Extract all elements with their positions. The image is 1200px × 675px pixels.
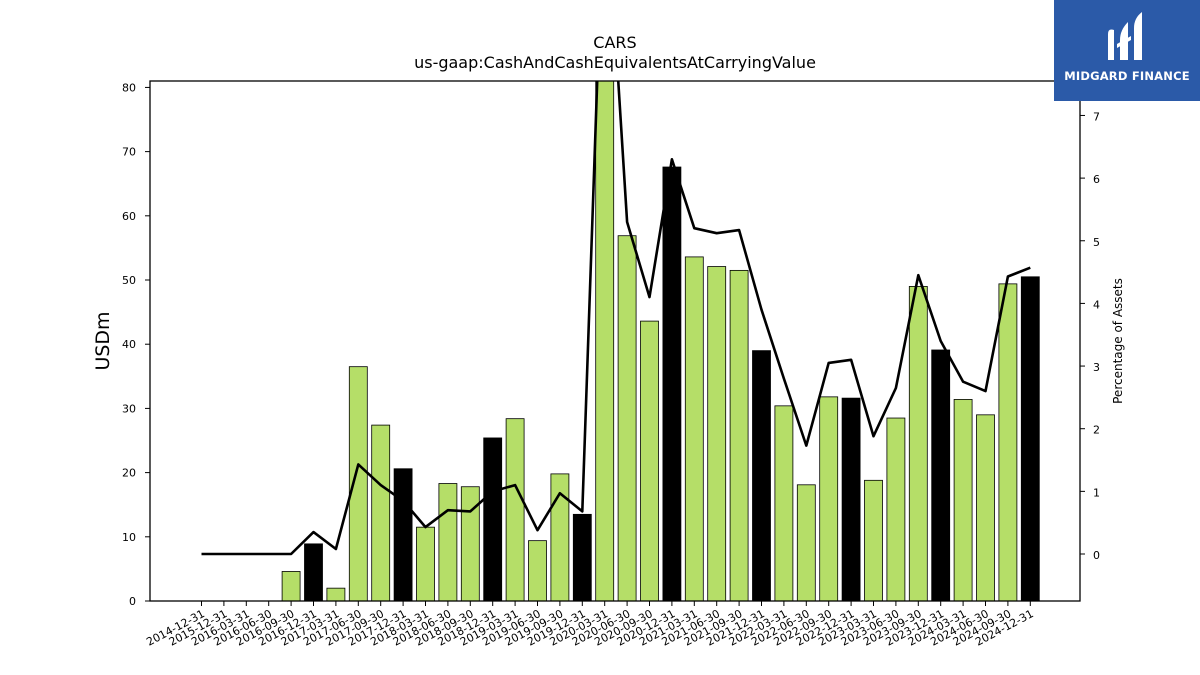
bar-2020-12-31: [662, 166, 682, 601]
line-series: [201, 81, 1031, 556]
bar-2021-03-31: [684, 256, 704, 601]
y-tick-label-70: 70: [122, 146, 136, 159]
bar-2019-06-30: [528, 540, 547, 601]
bar-series: [281, 81, 1040, 601]
chart-subtitle: us-gaap:CashAndCashEquivalentsAtCarrying…: [414, 53, 816, 72]
y-tick-label-0: 0: [129, 595, 136, 608]
y-axis: 0 10 20 30 40 50 60 70 80: [122, 81, 150, 608]
y-axis-label: USDm: [92, 311, 114, 370]
y-tick-label-60: 60: [122, 210, 136, 223]
logo-mark-icon: [1108, 12, 1142, 60]
x-axis: 2014-12-312015-12-312016-03-312016-06-30…: [144, 601, 1036, 649]
bar-2018-06-30: [438, 483, 458, 601]
bar-2021-09-30: [729, 269, 749, 601]
bar-2021-06-30: [707, 266, 727, 601]
y-tick-label-80: 80: [122, 81, 136, 94]
y2-axis-label: Percentage of Assets: [1111, 278, 1125, 404]
y2-tick-label-2: 2: [1093, 424, 1100, 437]
bar-2022-09-30: [819, 396, 839, 601]
bar-2024-06-30: [976, 414, 995, 601]
y-tick-label-10: 10: [122, 531, 136, 544]
y2-tick-label-6: 6: [1093, 173, 1100, 186]
bar-2023-12-31: [931, 349, 951, 601]
y-tick-label-30: 30: [122, 402, 136, 415]
y2-axis: 0 1 2 3 4 5 6 7: [1080, 110, 1100, 562]
bar-2024-03-31: [953, 399, 973, 601]
y-tick-label-50: 50: [122, 274, 136, 287]
plot-frame: [149, 80, 1081, 602]
y2-tick-label-3: 3: [1093, 361, 1100, 374]
bar-2017-06-30: [348, 366, 368, 601]
bar-2023-06-30: [886, 417, 906, 601]
y-tick-label-20: 20: [122, 467, 136, 480]
line-percentage-of-assets: [201, 81, 1031, 556]
bar-2022-06-30: [796, 484, 816, 601]
y2-tick-label-5: 5: [1093, 236, 1100, 249]
bar-2023-03-31: [864, 479, 883, 601]
y2-tick-label-4: 4: [1093, 298, 1100, 311]
y2-tick-label-0: 0: [1093, 549, 1100, 562]
bar-2017-12-31: [393, 468, 413, 601]
bar-2021-12-31: [752, 350, 771, 601]
bar-2023-09-30: [908, 286, 928, 601]
logo-text: MIDGARD FINANCE: [1064, 69, 1190, 83]
bar-2020-06-30: [617, 235, 637, 601]
y2-tick-label-7: 7: [1093, 110, 1100, 123]
bar-2024-12-31: [1020, 276, 1040, 601]
midgard-finance-logo: MIDGARD FINANCE: [1054, 0, 1200, 101]
bar-2019-09-30: [550, 473, 570, 601]
y-tick-label-40: 40: [122, 338, 136, 351]
bar-2022-03-31: [774, 405, 794, 601]
bar-2017-03-31: [326, 587, 346, 601]
bar-2018-12-31: [483, 437, 503, 601]
bar-2020-03-31: [595, 81, 615, 601]
bar-2020-09-30: [640, 320, 659, 601]
bar-2019-03-31: [505, 418, 525, 601]
bar-2019-12-31: [572, 513, 592, 601]
bar-2024-09-30: [998, 283, 1018, 601]
bar-2018-09-30: [460, 486, 480, 601]
bar-2016-09-30: [281, 571, 301, 601]
bar-2018-03-31: [416, 526, 435, 601]
bar-2016-12-31: [304, 543, 323, 601]
chart-title: CARS: [593, 33, 636, 52]
bar-2022-12-31: [841, 397, 861, 601]
y2-tick-label-1: 1: [1093, 486, 1100, 499]
bar-2017-09-30: [371, 424, 391, 601]
